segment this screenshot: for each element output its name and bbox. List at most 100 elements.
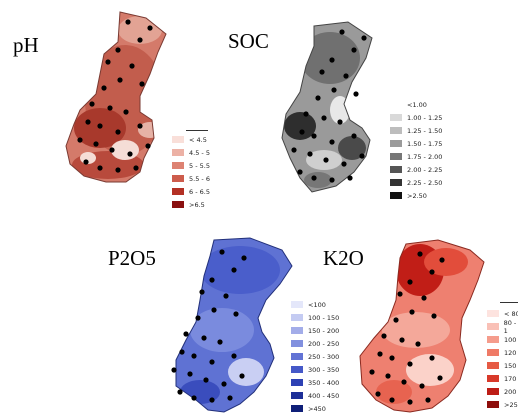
sample-point [337,119,343,125]
p2o5-legend-label: 300 - 350 [308,365,340,374]
p2o5-legend-swatch [291,327,303,334]
p2o5-legend-swatch [291,379,303,386]
soc-legend-label: 2.25 - 2.50 [407,178,443,187]
soc-legend-label: >2.50 [407,191,427,200]
k2o-legend-label: 170 - [504,374,518,383]
p2o5-legend-label: 400 - 450 [308,391,340,400]
sample-point [209,359,215,365]
p2o5-legend: <100 100 - 150 150 - 200 200 - 250 250 - 300… [291,298,339,415]
sample-point [85,119,91,125]
sample-point [105,59,111,65]
soc-legend-swatch [390,114,402,121]
k2o-legend-rule [500,302,518,303]
sample-point [137,123,143,129]
sample-point [401,379,407,385]
soc-legend-swatch [390,166,402,173]
sample-point [311,175,317,181]
sample-point [239,373,245,379]
sample-point [377,351,383,357]
sample-point [199,289,205,295]
sample-point [353,91,359,97]
k2o-legend-label: < 80 [504,309,518,318]
ph-legend-swatch [172,149,184,156]
sample-point [223,293,229,299]
k2o-legend-item: 80 - 1 [487,319,518,335]
ph-legend-swatch [172,162,184,169]
sample-point [297,169,303,175]
ph-legend: < 4.5 4.5 - 5 5 - 5.5 5.5 - 6 6 - 6.5 >6.5 [172,133,210,211]
soc-legend-label: <1.00 [407,100,427,109]
sample-point [139,81,145,87]
ph-legend-label: >6.5 [189,200,205,209]
sample-point [109,147,115,153]
k2o-title: K2O [323,246,364,270]
p2o5-legend-swatch [291,405,303,412]
k2o-legend-swatch [487,310,499,317]
ph-legend-item: < 4.5 [172,133,210,146]
soc-legend-item: <1.00 [390,98,442,111]
sample-point [107,105,113,111]
sample-point [307,151,313,157]
sample-point [129,63,135,69]
sample-point [437,375,443,381]
sample-point [429,355,435,361]
sample-point [385,373,391,379]
sample-point [375,391,381,397]
sample-point [133,165,139,171]
p2o5-legend-label: 150 - 200 [308,326,340,335]
p2o5-legend-swatch [291,340,303,347]
sample-point [381,333,387,339]
p2o5-legend-item: 300 - 350 [291,363,339,376]
sample-point [145,143,151,149]
k2o-legend-swatch [487,401,499,408]
p2o5-legend-item: 150 - 200 [291,324,339,337]
sample-point [147,25,153,31]
soc-title: SOC [228,29,269,53]
k2o-legend-item: 120 - [487,346,518,359]
sample-point [421,295,427,301]
sample-point [397,291,403,297]
sample-point [321,115,327,121]
sample-point [369,369,375,375]
sample-point [389,397,395,403]
ph-legend-swatch [172,188,184,195]
sample-point [329,177,335,183]
sample-point [347,175,353,181]
sample-point [241,255,247,261]
sample-point [415,341,421,347]
p2o5-legend-label: 250 - 300 [308,352,340,361]
sample-point [221,381,227,387]
soc-legend-label: 1.75 - 2.00 [407,152,443,161]
ph-legend-label: 4.5 - 5 [189,148,210,157]
sample-point [187,371,193,377]
ph-map [65,11,167,183]
soc-legend-label: 1.25 - 1.50 [407,126,443,135]
sample-point [231,267,237,273]
p2o5-legend-label: <100 [308,300,326,309]
sample-point [77,137,83,143]
p2o5-legend-swatch [291,353,303,360]
sample-point [115,129,121,135]
sample-point [429,269,435,275]
p2o5-legend-item: 250 - 300 [291,350,339,363]
k2o-legend-item: 100 - [487,333,518,346]
k2o-legend-swatch [487,323,499,330]
sample-point [407,279,413,285]
sample-point [393,317,399,323]
soc-legend-item: 1.50 - 1.75 [390,137,442,150]
ph-legend-swatch [172,136,184,143]
k2o-legend-swatch [487,375,499,382]
sample-point [171,367,177,373]
k2o-legend-label: 200 - [504,387,518,396]
k2o-legend-label: >250 [504,400,518,409]
sample-point [183,331,189,337]
k2o-legend-item: 170 - [487,372,518,385]
sample-point [89,101,95,107]
k2o-legend-label: 120 - [504,348,518,357]
sample-point [179,349,185,355]
k2o-legend-swatch [487,388,499,395]
soc-legend-swatch [390,101,402,108]
sample-point [191,395,197,401]
soc-legend-label: 1.50 - 1.75 [407,139,443,148]
